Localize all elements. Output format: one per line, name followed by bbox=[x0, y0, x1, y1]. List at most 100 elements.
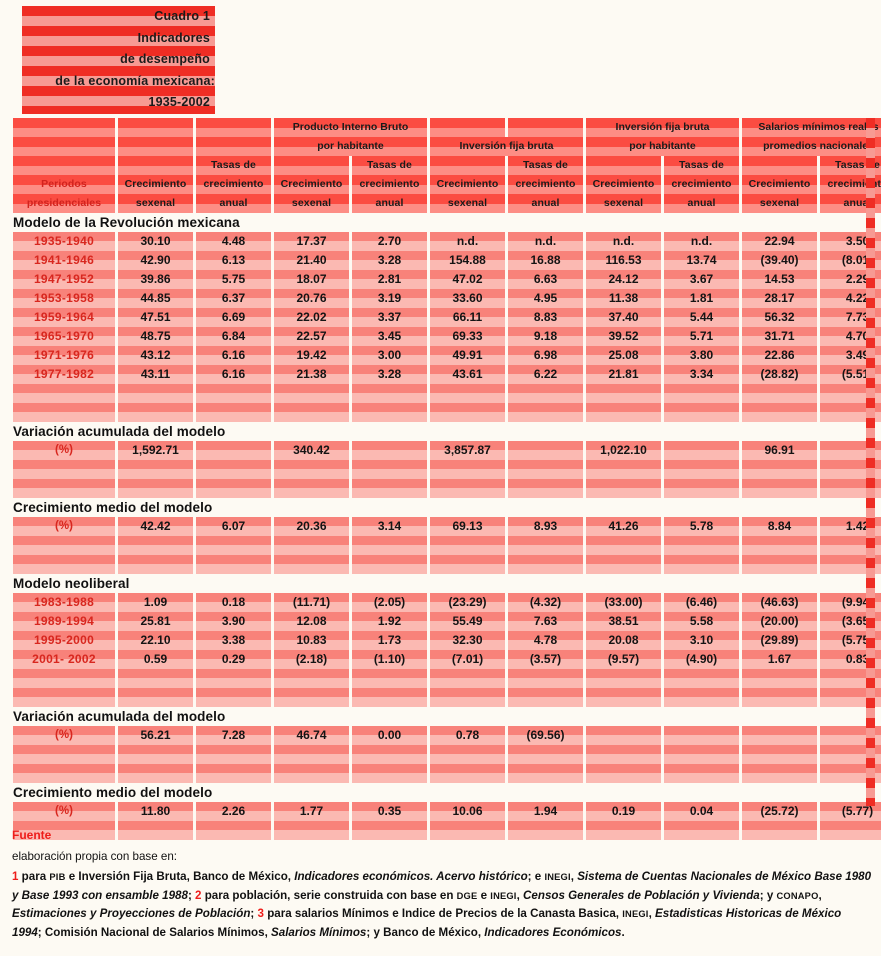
spacer-cell bbox=[820, 384, 881, 403]
source-intro: elaboración propia con base en: bbox=[12, 849, 178, 863]
table-cell: 22.10 bbox=[118, 631, 193, 650]
table-row: 1971-1976 43.12 6.16 19.42 3.00 49.91 6.98 25.0… bbox=[13, 346, 881, 365]
table-cell: (25.72) bbox=[742, 802, 817, 821]
spacer-cell bbox=[664, 745, 739, 764]
spacer-cell bbox=[664, 555, 739, 574]
spacer-cell bbox=[820, 745, 881, 764]
table-cell: 32.30 bbox=[430, 631, 505, 650]
spacer-cell bbox=[118, 555, 193, 574]
table-cell: 96.91 bbox=[742, 441, 817, 460]
indicators-table: Producto Interno Bruto Inversión fija br… bbox=[10, 118, 881, 840]
table-cell: 6.16 bbox=[196, 365, 271, 384]
table-cell: (9.57) bbox=[586, 650, 661, 669]
spacer-row bbox=[13, 479, 881, 498]
spacer-cell bbox=[820, 479, 881, 498]
table-cell: 3.28 bbox=[352, 251, 427, 270]
spacer-cell bbox=[820, 536, 881, 555]
spacer-cell bbox=[118, 384, 193, 403]
spacer-cell bbox=[508, 821, 583, 840]
spacer-cell bbox=[13, 460, 115, 479]
spacer-cell bbox=[430, 821, 505, 840]
footnote-marker-3: 3 bbox=[257, 907, 264, 921]
table-row: 1959-1964 47.51 6.69 22.02 3.37 66.11 8.83 37.4… bbox=[13, 308, 881, 327]
source-heading: Fuente bbox=[12, 828, 52, 842]
col-header-sexenal-4: sexenal bbox=[586, 194, 661, 213]
table-cell: 1,592.71 bbox=[118, 441, 193, 460]
table-cell: (4.32) bbox=[508, 593, 583, 612]
section-label: Variación acumulada del modelo bbox=[13, 422, 881, 441]
table-cell: 8.83 bbox=[508, 308, 583, 327]
spacer-cell bbox=[352, 764, 427, 783]
spacer-cell bbox=[820, 821, 881, 840]
col-header-tasas-de-4: Tasas de bbox=[664, 156, 739, 175]
title-line-4: de la economía mexicana: bbox=[55, 73, 215, 88]
spacer-cell bbox=[742, 764, 817, 783]
col-header-tasas-de-1: Tasas de bbox=[196, 156, 271, 175]
table-cell: 6.16 bbox=[196, 346, 271, 365]
group-header-row-1: Producto Interno Bruto Inversión fija br… bbox=[13, 118, 881, 137]
table-cell: 39.86 bbox=[118, 270, 193, 289]
note2-conapo: CONAPO bbox=[776, 890, 819, 901]
section-label: Modelo neoliberal bbox=[13, 574, 881, 593]
spacer-cell bbox=[664, 403, 739, 422]
table-cell: (11.71) bbox=[274, 593, 349, 612]
table-cell: 38.51 bbox=[586, 612, 661, 631]
col-header-row-3: presidenciales sexenal anual sexenal anu… bbox=[13, 194, 881, 213]
table-cell bbox=[508, 441, 583, 460]
table-cell: 11.38 bbox=[586, 289, 661, 308]
table-cell: 116.53 bbox=[586, 251, 661, 270]
table-cell: 4.95 bbox=[508, 289, 583, 308]
table-cell: 43.12 bbox=[118, 346, 193, 365]
table-cell: 2.81 bbox=[352, 270, 427, 289]
table-cell: 6.07 bbox=[196, 517, 271, 536]
spacer-cell bbox=[13, 821, 115, 840]
table-cell: 3.80 bbox=[664, 346, 739, 365]
spacer-cell bbox=[820, 669, 881, 688]
spacer-cell bbox=[13, 536, 115, 555]
spacer-cell bbox=[742, 536, 817, 555]
table-cell: 37.40 bbox=[586, 308, 661, 327]
col-header-crecimiento-lc-3: crecimiento bbox=[508, 175, 583, 194]
row-period-label: 1983-1988 bbox=[13, 593, 115, 612]
spacer-cell bbox=[586, 821, 661, 840]
section-label-row: Modelo de la Revolución mexicana bbox=[13, 213, 881, 232]
group-header-blank bbox=[430, 118, 505, 137]
row-period-label: 2001- 2002 bbox=[13, 650, 115, 669]
spacer-cell bbox=[13, 555, 115, 574]
table-cell: 3.37 bbox=[352, 308, 427, 327]
spacer-cell bbox=[196, 669, 271, 688]
spacer-cell bbox=[118, 403, 193, 422]
table-cell: 0.78 bbox=[430, 726, 505, 745]
table-cell: 42.90 bbox=[118, 251, 193, 270]
table-cell: 3.67 bbox=[664, 270, 739, 289]
table-cell: 1.94 bbox=[508, 802, 583, 821]
spacer-cell bbox=[196, 745, 271, 764]
spacer-cell bbox=[196, 536, 271, 555]
spacer-cell bbox=[586, 403, 661, 422]
table-cell: 22.94 bbox=[742, 232, 817, 251]
table-cell: 3.45 bbox=[352, 327, 427, 346]
table-row: 2001- 2002 0.59 0.29 (2.18) (1.10) (7.01) (3.5… bbox=[13, 650, 881, 669]
note2-c: , bbox=[516, 888, 524, 902]
note1-a: para bbox=[18, 870, 50, 884]
section-label: Crecimiento medio del modelo bbox=[13, 498, 881, 517]
table-cell: 44.85 bbox=[118, 289, 193, 308]
table-cell: 16.88 bbox=[508, 251, 583, 270]
table-head: Producto Interno Bruto Inversión fija br… bbox=[13, 118, 881, 213]
col-header-crecimiento-lc-4: crecimiento bbox=[664, 175, 739, 194]
table-cell: 31.71 bbox=[742, 327, 817, 346]
table-cell: 7.28 bbox=[196, 726, 271, 745]
spacer-row bbox=[13, 688, 881, 707]
table-cell: 8.84 bbox=[742, 517, 817, 536]
table-cell: 6.69 bbox=[196, 308, 271, 327]
table-cell: 2.29 bbox=[820, 270, 881, 289]
group-header-inversion-line2: por habitante bbox=[586, 137, 739, 156]
col-header-periodos: Periodos bbox=[13, 175, 115, 194]
table-cell bbox=[664, 441, 739, 460]
spacer-cell bbox=[742, 745, 817, 764]
spacer-cell bbox=[664, 384, 739, 403]
title-line-1: Cuadro 1 bbox=[154, 9, 210, 23]
title-line-3: de desempeño bbox=[120, 52, 210, 66]
table-cell: (20.00) bbox=[742, 612, 817, 631]
spacer-cell bbox=[742, 384, 817, 403]
